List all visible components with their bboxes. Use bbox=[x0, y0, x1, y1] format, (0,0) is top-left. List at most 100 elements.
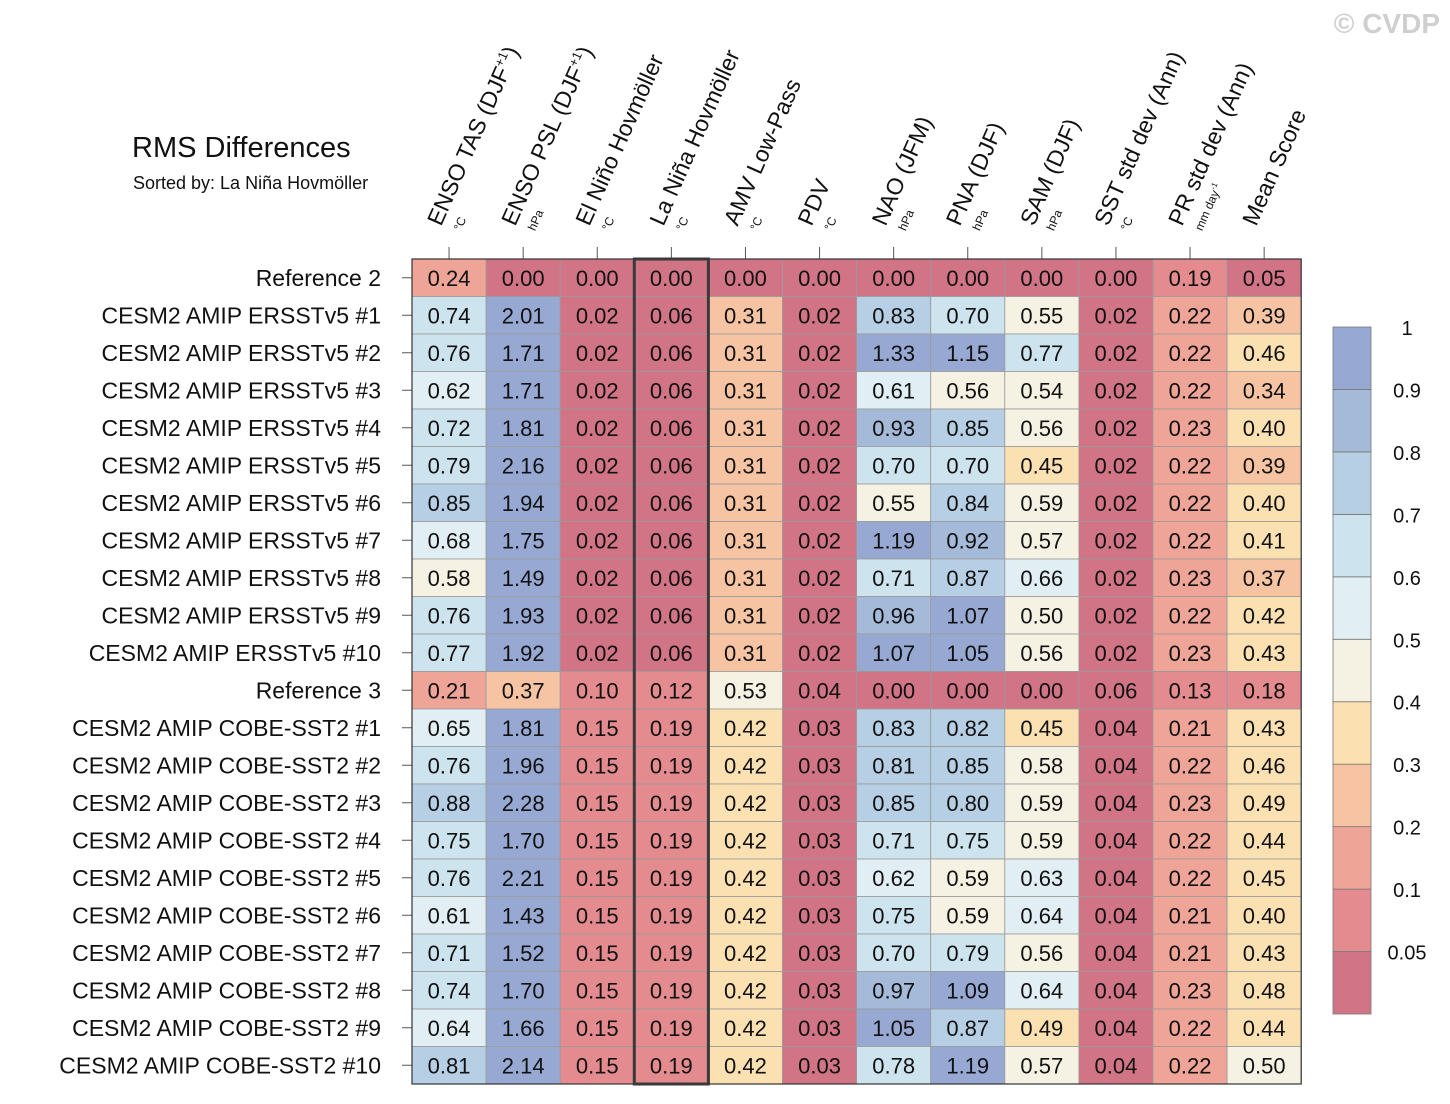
heatmap-cell bbox=[559, 558, 635, 597]
cell-value: 0.40 bbox=[1243, 491, 1286, 516]
heatmap-cell bbox=[856, 258, 932, 297]
cell-value: 0.75 bbox=[872, 903, 915, 928]
cell-value: 0.59 bbox=[1020, 828, 1063, 853]
heatmap-cell bbox=[856, 858, 932, 897]
heatmap-cell bbox=[1078, 633, 1154, 672]
cell-value: 0.02 bbox=[798, 378, 841, 403]
heatmap-cell bbox=[782, 258, 857, 297]
cell-value: 0.49 bbox=[1243, 791, 1286, 816]
cell-value: 0.85 bbox=[428, 491, 471, 516]
cell-value: 1.07 bbox=[946, 603, 989, 628]
colorbar-label: 1 bbox=[1401, 318, 1412, 340]
cell-value: 0.02 bbox=[576, 378, 619, 403]
heatmap-cell bbox=[559, 446, 635, 485]
cell-value: 0.87 bbox=[946, 566, 989, 591]
cell-value: 0.04 bbox=[1095, 828, 1138, 853]
cell-value: 0.42 bbox=[724, 716, 767, 741]
cell-value: 0.85 bbox=[872, 791, 915, 816]
heatmap-cell bbox=[1004, 708, 1080, 747]
cell-value: 0.02 bbox=[576, 528, 619, 553]
cell-value: 0.63 bbox=[1020, 866, 1063, 891]
cell-value: 0.42 bbox=[724, 941, 767, 966]
heatmap-cell bbox=[1152, 446, 1228, 485]
cell-value: 0.42 bbox=[724, 1016, 767, 1041]
cell-value: 0.02 bbox=[576, 566, 619, 591]
cell-value: 0.22 bbox=[1169, 528, 1212, 553]
heatmap-cell bbox=[485, 671, 561, 710]
cell-value: 0.79 bbox=[946, 941, 989, 966]
cell-value: 0.21 bbox=[1169, 716, 1212, 741]
column-label: AMV Low-Pass bbox=[718, 75, 806, 229]
cell-value: 2.01 bbox=[502, 303, 545, 328]
cell-value: 0.58 bbox=[428, 566, 471, 591]
cell-value: 0.19 bbox=[650, 866, 693, 891]
cell-value: 0.00 bbox=[872, 266, 915, 291]
heatmap-cell bbox=[1004, 333, 1080, 372]
heatmap-cell bbox=[485, 708, 561, 747]
colorbar-label: 0.9 bbox=[1393, 380, 1421, 402]
heatmap-cell bbox=[633, 671, 709, 710]
heatmap-cell bbox=[1152, 483, 1228, 522]
row-label: CESM2 AMIP ERSSTv5 #4 bbox=[101, 415, 381, 441]
cell-value: 0.02 bbox=[1095, 378, 1138, 403]
row-label: CESM2 AMIP ERSSTv5 #9 bbox=[101, 602, 381, 628]
heatmap-cell bbox=[708, 858, 783, 897]
cell-value: 2.16 bbox=[502, 453, 545, 478]
cell-value: 0.64 bbox=[1020, 903, 1063, 928]
heatmap-cell bbox=[485, 258, 561, 297]
heatmap-cell bbox=[559, 896, 635, 935]
heatmap-cell bbox=[559, 821, 635, 860]
heatmap-cell bbox=[1078, 858, 1154, 897]
cell-value: 0.56 bbox=[1020, 416, 1063, 441]
cell-value: 0.93 bbox=[872, 416, 915, 441]
chart-subtitle: Sorted by: La Niña Hovmöller bbox=[133, 173, 368, 193]
heatmap-cell bbox=[1226, 896, 1302, 935]
cell-value: 0.19 bbox=[650, 828, 693, 853]
heatmap-cell bbox=[1078, 296, 1154, 335]
cell-value: 0.21 bbox=[1169, 903, 1212, 928]
cell-value: 0.68 bbox=[428, 528, 471, 553]
column-header: PDV°C bbox=[792, 175, 839, 233]
cell-value: 1.66 bbox=[502, 1016, 545, 1041]
colorbar-segment bbox=[1332, 513, 1372, 578]
heatmap-cell bbox=[485, 1008, 561, 1047]
cell-value: 0.59 bbox=[1020, 491, 1063, 516]
heatmap-cell bbox=[782, 671, 857, 710]
cell-value: 0.85 bbox=[946, 753, 989, 778]
heatmap-cell bbox=[1226, 971, 1302, 1010]
heatmap-cell bbox=[708, 1008, 783, 1047]
cell-value: 0.43 bbox=[1243, 641, 1286, 666]
heatmap-cell bbox=[633, 446, 709, 485]
row-label: Reference 3 bbox=[256, 677, 381, 703]
cell-value: 0.64 bbox=[1020, 978, 1063, 1003]
heatmap-cell bbox=[411, 708, 487, 747]
cell-value: 0.83 bbox=[872, 303, 915, 328]
cell-value: 0.62 bbox=[872, 866, 915, 891]
heatmap-cell bbox=[782, 746, 857, 785]
heatmap-cell bbox=[633, 1008, 709, 1047]
heatmap-cell bbox=[1078, 483, 1154, 522]
heatmap-cell bbox=[1078, 446, 1154, 485]
heatmap-cell bbox=[708, 783, 783, 822]
heatmap-cell bbox=[1152, 858, 1228, 897]
heatmap-cell bbox=[1152, 896, 1228, 935]
colorbar-label: 0.3 bbox=[1393, 755, 1421, 777]
cell-value: 0.00 bbox=[946, 266, 989, 291]
cell-value: 0.19 bbox=[1169, 266, 1212, 291]
cell-value: 0.00 bbox=[502, 266, 545, 291]
heatmap-cell bbox=[708, 671, 783, 710]
cell-value: 0.02 bbox=[1095, 528, 1138, 553]
cvdp-watermark: © CVDP bbox=[1334, 8, 1440, 39]
cell-value: 0.59 bbox=[946, 903, 989, 928]
cell-value: 0.02 bbox=[798, 641, 841, 666]
colorbar-segment bbox=[1332, 951, 1372, 1015]
heatmap-cell bbox=[1078, 333, 1154, 372]
heatmap-cell bbox=[930, 633, 1006, 672]
heatmap-cell bbox=[485, 483, 561, 522]
cell-value: 0.22 bbox=[1169, 491, 1212, 516]
cell-value: 0.23 bbox=[1169, 641, 1212, 666]
heatmap-cell bbox=[856, 558, 932, 597]
heatmap-cell bbox=[559, 296, 635, 335]
heatmap-cell bbox=[1226, 333, 1302, 372]
cell-value: 0.76 bbox=[428, 603, 471, 628]
